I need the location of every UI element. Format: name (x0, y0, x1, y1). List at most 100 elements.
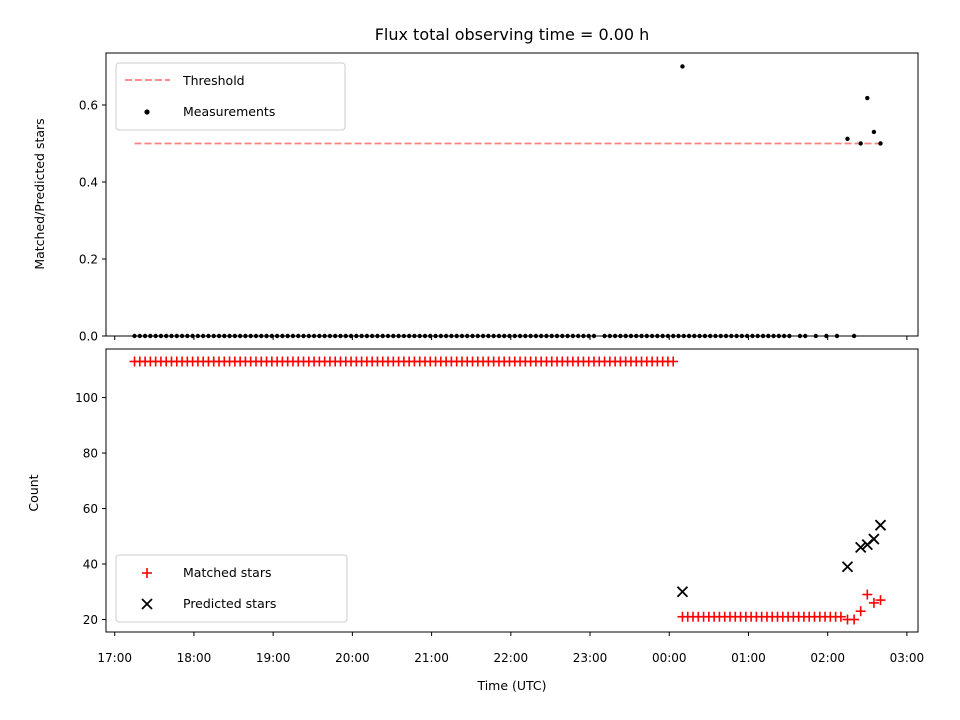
measurement-point (137, 333, 143, 339)
x-tick-label: 01:00 (731, 651, 766, 665)
x-tick-label: 22:00 (494, 651, 529, 665)
measurement-point (671, 333, 676, 339)
measurement-point (449, 333, 454, 339)
top-y-tick-label: 0.6 (79, 98, 98, 112)
measurement-point (644, 333, 650, 339)
measurement-point (660, 333, 665, 339)
legend-measurements-label: Measurements (183, 104, 275, 119)
measurement-point (343, 333, 348, 339)
x-tick-label: 20:00 (335, 651, 370, 665)
measurement-point (676, 333, 681, 339)
measurement-point (158, 333, 164, 339)
measurement-point (523, 333, 528, 339)
bottom-panel: 20 40 60 80 100 17:00 18:00 19:00 20:00 21:00 22:… (26, 348, 924, 693)
measurement-point (142, 333, 148, 339)
measurement-point (222, 333, 227, 339)
measurement-point (248, 333, 253, 339)
predicted-stars-points (676, 519, 887, 598)
predicted-star-point-b (855, 541, 867, 554)
x-axis-label: Time (UTC) (476, 678, 546, 693)
measurement-point (528, 333, 533, 339)
measurement-point (443, 333, 449, 339)
bottom-legend: Matched stars Predicted stars (115, 554, 348, 623)
measurement-point (739, 333, 745, 339)
top-x-ticks (114, 336, 908, 340)
measurement-point (581, 333, 586, 339)
measurement-point (697, 333, 702, 339)
measurement-point (354, 333, 359, 339)
bottom-y-tick-label: 80 (83, 447, 98, 461)
measurement-point (470, 333, 475, 339)
measurement-point (723, 333, 729, 339)
measurement-point (417, 333, 422, 339)
measurement-point (512, 333, 517, 339)
measurement-point (301, 333, 306, 339)
measurement-point (153, 333, 158, 339)
bottom-y-tick-label: 20 (83, 613, 98, 627)
measurement-point (713, 333, 718, 339)
predicted-star-point-b (841, 561, 854, 573)
bottom-x-ticks: 17:00 18:00 19:00 20:00 21:00 22:00 23:00 00:00… (97, 632, 924, 665)
measurement-point (280, 333, 285, 339)
x-tick-label: 18:00 (177, 651, 212, 665)
measurement-point (538, 333, 544, 339)
measurement-point (649, 333, 655, 339)
bottom-y-ticks: 20 40 60 80 100 (75, 391, 106, 627)
measurement-point (623, 333, 628, 339)
measurement-point (259, 333, 264, 339)
measurement-point (206, 333, 211, 339)
measurement-point (406, 333, 412, 339)
measurement-point (771, 333, 776, 339)
measurement-point (185, 333, 190, 339)
measurement-point (851, 333, 857, 339)
measurement-point (480, 333, 486, 339)
measurement-point (391, 333, 396, 339)
measurement-point (243, 333, 248, 339)
bottom-y-tick-label: 60 (83, 502, 98, 516)
x-tick-label: 02:00 (810, 651, 845, 665)
measurement-point (475, 333, 481, 339)
measurement-point (517, 333, 523, 339)
chart-title: Flux total observing time = 0.00 h (375, 25, 650, 44)
measurement-point (813, 333, 819, 339)
measurement-point (692, 333, 697, 339)
measurement-point (237, 333, 243, 339)
legend-measurements-swatch (144, 109, 150, 115)
measurement-point (333, 333, 338, 339)
measurement-point (607, 333, 613, 339)
measurement-point (164, 333, 169, 339)
measurement-point (533, 333, 539, 339)
measurement-point (438, 333, 444, 339)
measurement-point (755, 333, 760, 339)
measurement-point (871, 129, 877, 135)
measurement-point (200, 333, 206, 339)
measurement-point (570, 333, 576, 339)
legend-predicted-swatch (141, 598, 153, 610)
measurement-point (787, 333, 792, 339)
top-y-tick-label: 0.2 (79, 252, 98, 266)
measurement-point (195, 333, 201, 339)
measurement-point (264, 333, 269, 339)
measurement-point (359, 333, 364, 339)
measurement-point (227, 333, 232, 339)
measurement-point (544, 333, 549, 339)
measurement-point (296, 333, 301, 339)
top-legend: Threshold Measurements (115, 62, 346, 131)
measurement-point (834, 333, 840, 339)
measurement-point (686, 333, 692, 339)
x-tick-label: 17:00 (97, 651, 132, 665)
measurement-point (776, 333, 782, 339)
measurement-point (174, 333, 179, 339)
measurement-point (486, 333, 491, 339)
measurement-point (132, 333, 137, 339)
measurement-point (364, 333, 370, 339)
x-tick-label: 00:00 (652, 651, 687, 665)
measurement-point (797, 333, 803, 339)
top-y-ticks: 0.0 0.2 0.4 0.6 (79, 98, 106, 344)
measurement-point (285, 333, 290, 339)
measurement-point (549, 333, 554, 339)
measurement-point (433, 333, 438, 339)
measurement-point (311, 333, 317, 339)
legend-predicted-label: Predicted stars (183, 596, 276, 611)
measurement-point (865, 95, 870, 101)
